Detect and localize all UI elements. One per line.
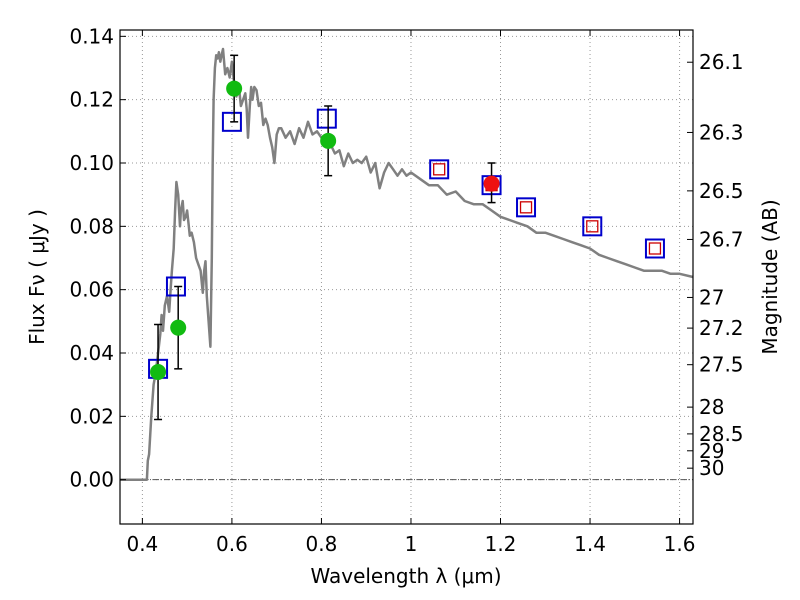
mag-tick-label: 28.5 <box>699 422 744 446</box>
model-square-marker <box>221 111 242 132</box>
observed-red-point <box>483 175 500 192</box>
y-axis-right-title: Magnitude (AB) <box>758 199 782 354</box>
x-tick-label: 1.4 <box>574 532 606 556</box>
x-tick-label: 0.4 <box>126 532 158 556</box>
data-marks <box>148 54 665 421</box>
mag-tick-label: 30 <box>699 456 724 480</box>
y-tick-label: 0.14 <box>69 24 114 48</box>
y-tick-label: 0.00 <box>69 468 114 492</box>
plot-frame <box>119 29 694 525</box>
model-square-marker <box>644 238 665 259</box>
y-tick-label: 0.04 <box>69 341 114 365</box>
model-spectrum-line <box>120 47 694 481</box>
y-tick-label: 0.06 <box>69 278 114 302</box>
mag-tick-label: 27.2 <box>699 316 744 340</box>
mag-tick-label: 26.1 <box>699 50 744 74</box>
model-square-marker <box>316 108 337 129</box>
observed-green-point <box>150 364 167 380</box>
mag-tick-label: 26.3 <box>699 120 744 144</box>
x-axis-title: Wavelength λ (μm) <box>310 564 501 588</box>
y-tick-label: 0.10 <box>69 151 114 175</box>
y-axis-title: Flux Fν ( μJy ) <box>25 209 49 345</box>
model-square-marker <box>582 216 603 237</box>
model-square-marker <box>165 276 186 297</box>
y-tick-label: 0.12 <box>69 88 114 112</box>
model-inner-square-marker <box>519 201 533 214</box>
y-tick-label: 0.02 <box>69 404 114 428</box>
x-tick-label: 0.6 <box>216 532 248 556</box>
x-tick-label: 1.6 <box>664 532 696 556</box>
model-inner-square-marker <box>586 220 599 233</box>
axis-ticks: 0.4 0.6 0.8 1 1.2 1.4 1.6 0.00 0.02 0.04 0.06 0.08 0… <box>69 24 743 556</box>
x-tick-label: 1 <box>405 532 418 556</box>
model-inner-square-marker <box>433 163 446 176</box>
mag-tick-label: 28 <box>699 395 724 419</box>
observed-green-point <box>226 80 243 97</box>
mag-tick-label: 26.7 <box>699 227 744 251</box>
model-square-marker <box>516 197 537 218</box>
mag-tick-label: 29 <box>699 439 724 463</box>
x-tick-label: 0.8 <box>306 532 338 556</box>
mag-tick-label: 27.5 <box>699 353 744 377</box>
mag-tick-label: 26.5 <box>699 179 744 203</box>
model-square-marker <box>429 159 450 180</box>
y-tick-label: 0.08 <box>69 214 114 238</box>
observed-green-point <box>320 132 337 149</box>
model-inner-square-marker <box>648 242 662 255</box>
observed-green-point <box>170 319 187 336</box>
x-tick-label: 1.2 <box>485 532 517 556</box>
mag-tick-label: 27 <box>699 285 724 309</box>
